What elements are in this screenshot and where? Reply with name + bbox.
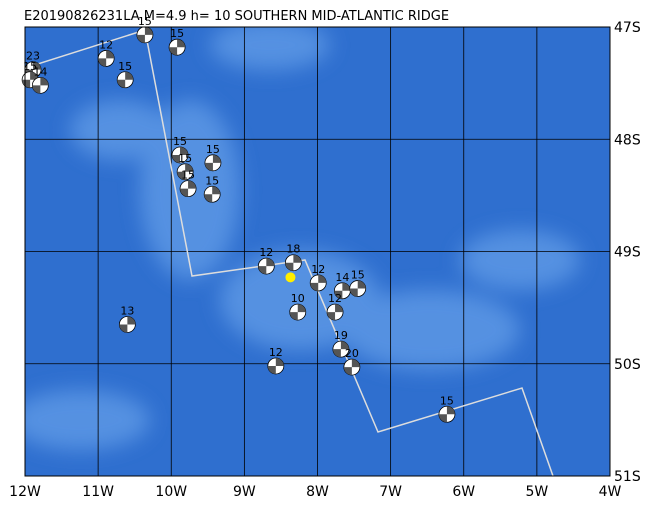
beachball-quadrant bbox=[119, 316, 136, 333]
focal-mechanism bbox=[31, 76, 49, 94]
focal-mechanism bbox=[204, 154, 222, 172]
y-tick-label: 48S bbox=[614, 132, 641, 148]
focal-mechanism bbox=[257, 257, 275, 275]
focal-mechanism bbox=[349, 280, 367, 297]
beachball-quadrant bbox=[98, 50, 115, 67]
x-tick-label: 7W bbox=[379, 484, 402, 500]
beachball-quadrant bbox=[177, 163, 194, 180]
depth-label: 15 bbox=[170, 27, 184, 40]
depth-label: 15 bbox=[205, 174, 219, 187]
beachball-quadrant bbox=[204, 186, 221, 203]
focal-mechanism bbox=[116, 71, 134, 89]
y-tick-label: 50S bbox=[614, 357, 641, 373]
focal-mechanism bbox=[176, 163, 194, 181]
focal-mechanism bbox=[118, 316, 136, 333]
focal-mechanism bbox=[179, 180, 197, 198]
focal-mechanism bbox=[333, 282, 351, 300]
x-tick-label: 12W bbox=[9, 484, 41, 500]
beachball-quadrant bbox=[136, 26, 153, 43]
depth-label: 10 bbox=[291, 292, 305, 305]
map-frame bbox=[24, 26, 611, 477]
beachball-quadrant bbox=[258, 258, 275, 275]
beachball-quadrant bbox=[327, 304, 344, 321]
y-tick-label: 51S bbox=[614, 469, 641, 485]
beachball-quadrant bbox=[343, 359, 360, 376]
x-tick-label: 10W bbox=[155, 484, 187, 500]
focal-mechanism bbox=[97, 50, 115, 67]
x-tick-label: 5W bbox=[526, 484, 549, 500]
depth-label: 12 bbox=[269, 346, 283, 359]
depth-label: 15 bbox=[138, 15, 152, 28]
depth-label: 15 bbox=[351, 269, 365, 282]
x-tick-label: 6W bbox=[452, 484, 475, 500]
depth-label: 15 bbox=[206, 143, 220, 156]
depth-label: 12 bbox=[259, 246, 273, 259]
depth-label: 12 bbox=[99, 38, 113, 51]
depth-label: 12 bbox=[311, 263, 325, 276]
beachball-quadrant bbox=[180, 180, 197, 197]
depth-label: 18 bbox=[286, 243, 300, 256]
x-tick-label: 11W bbox=[82, 484, 114, 500]
focal-mechanism bbox=[309, 274, 327, 292]
beachball-quadrant bbox=[204, 154, 221, 171]
beachball-quadrant bbox=[334, 282, 351, 299]
bathymetry bbox=[25, 27, 580, 450]
x-tick-label: 9W bbox=[233, 484, 256, 500]
x-tick-label: 8W bbox=[306, 484, 329, 500]
depth-label: 19 bbox=[334, 329, 348, 342]
depth-label: 14 bbox=[335, 271, 349, 284]
depth-label: 23 bbox=[26, 50, 40, 63]
focal-mechanism bbox=[289, 303, 307, 321]
epicenter bbox=[285, 272, 296, 283]
depth-label: 15 bbox=[181, 169, 195, 182]
focal-mechanism bbox=[332, 340, 350, 358]
depth-label: 15 bbox=[173, 135, 187, 148]
map-title: E20190826231LA M=4.9 h= 10 SOUTHERN MID-… bbox=[24, 9, 449, 24]
beachball-quadrant bbox=[285, 254, 302, 271]
depth-label: 20 bbox=[345, 347, 359, 360]
beachball-quadrant bbox=[310, 274, 327, 291]
focal-mechanism bbox=[284, 254, 302, 272]
x-tick-label: 4W bbox=[599, 484, 622, 500]
focal-mechanism bbox=[168, 38, 186, 56]
depth-label: 15 bbox=[118, 60, 132, 73]
focal-mechanism bbox=[171, 146, 189, 164]
y-tick-label: 49S bbox=[614, 245, 641, 261]
depth-label: 14 bbox=[33, 65, 47, 78]
focal-mechanism bbox=[343, 358, 361, 376]
focal-mechanism bbox=[438, 405, 456, 423]
focal-mechanism bbox=[267, 357, 285, 375]
beachball-quadrant bbox=[349, 280, 366, 297]
beachball-quadrant bbox=[32, 77, 49, 94]
y-tick-label: 47S bbox=[614, 20, 641, 36]
focal-mechanism bbox=[136, 26, 154, 44]
depth-label: 12 bbox=[328, 292, 342, 305]
beachball-quadrant bbox=[438, 406, 455, 423]
depth-label: 15 bbox=[23, 60, 37, 73]
depth-label: 13 bbox=[120, 304, 134, 317]
beachball-quadrant bbox=[332, 341, 349, 358]
depth-label: 15 bbox=[178, 152, 192, 165]
beachball-quadrant bbox=[267, 357, 284, 374]
beachball-quadrant bbox=[289, 304, 306, 321]
beachball-quadrant bbox=[22, 71, 39, 88]
focal-mechanism bbox=[326, 303, 344, 321]
focal-mechanism bbox=[203, 185, 221, 203]
depth-label: 15 bbox=[440, 394, 454, 407]
beachball-quadrant bbox=[172, 146, 189, 163]
beachball-quadrant bbox=[169, 39, 186, 56]
beachball-quadrant bbox=[117, 71, 134, 88]
